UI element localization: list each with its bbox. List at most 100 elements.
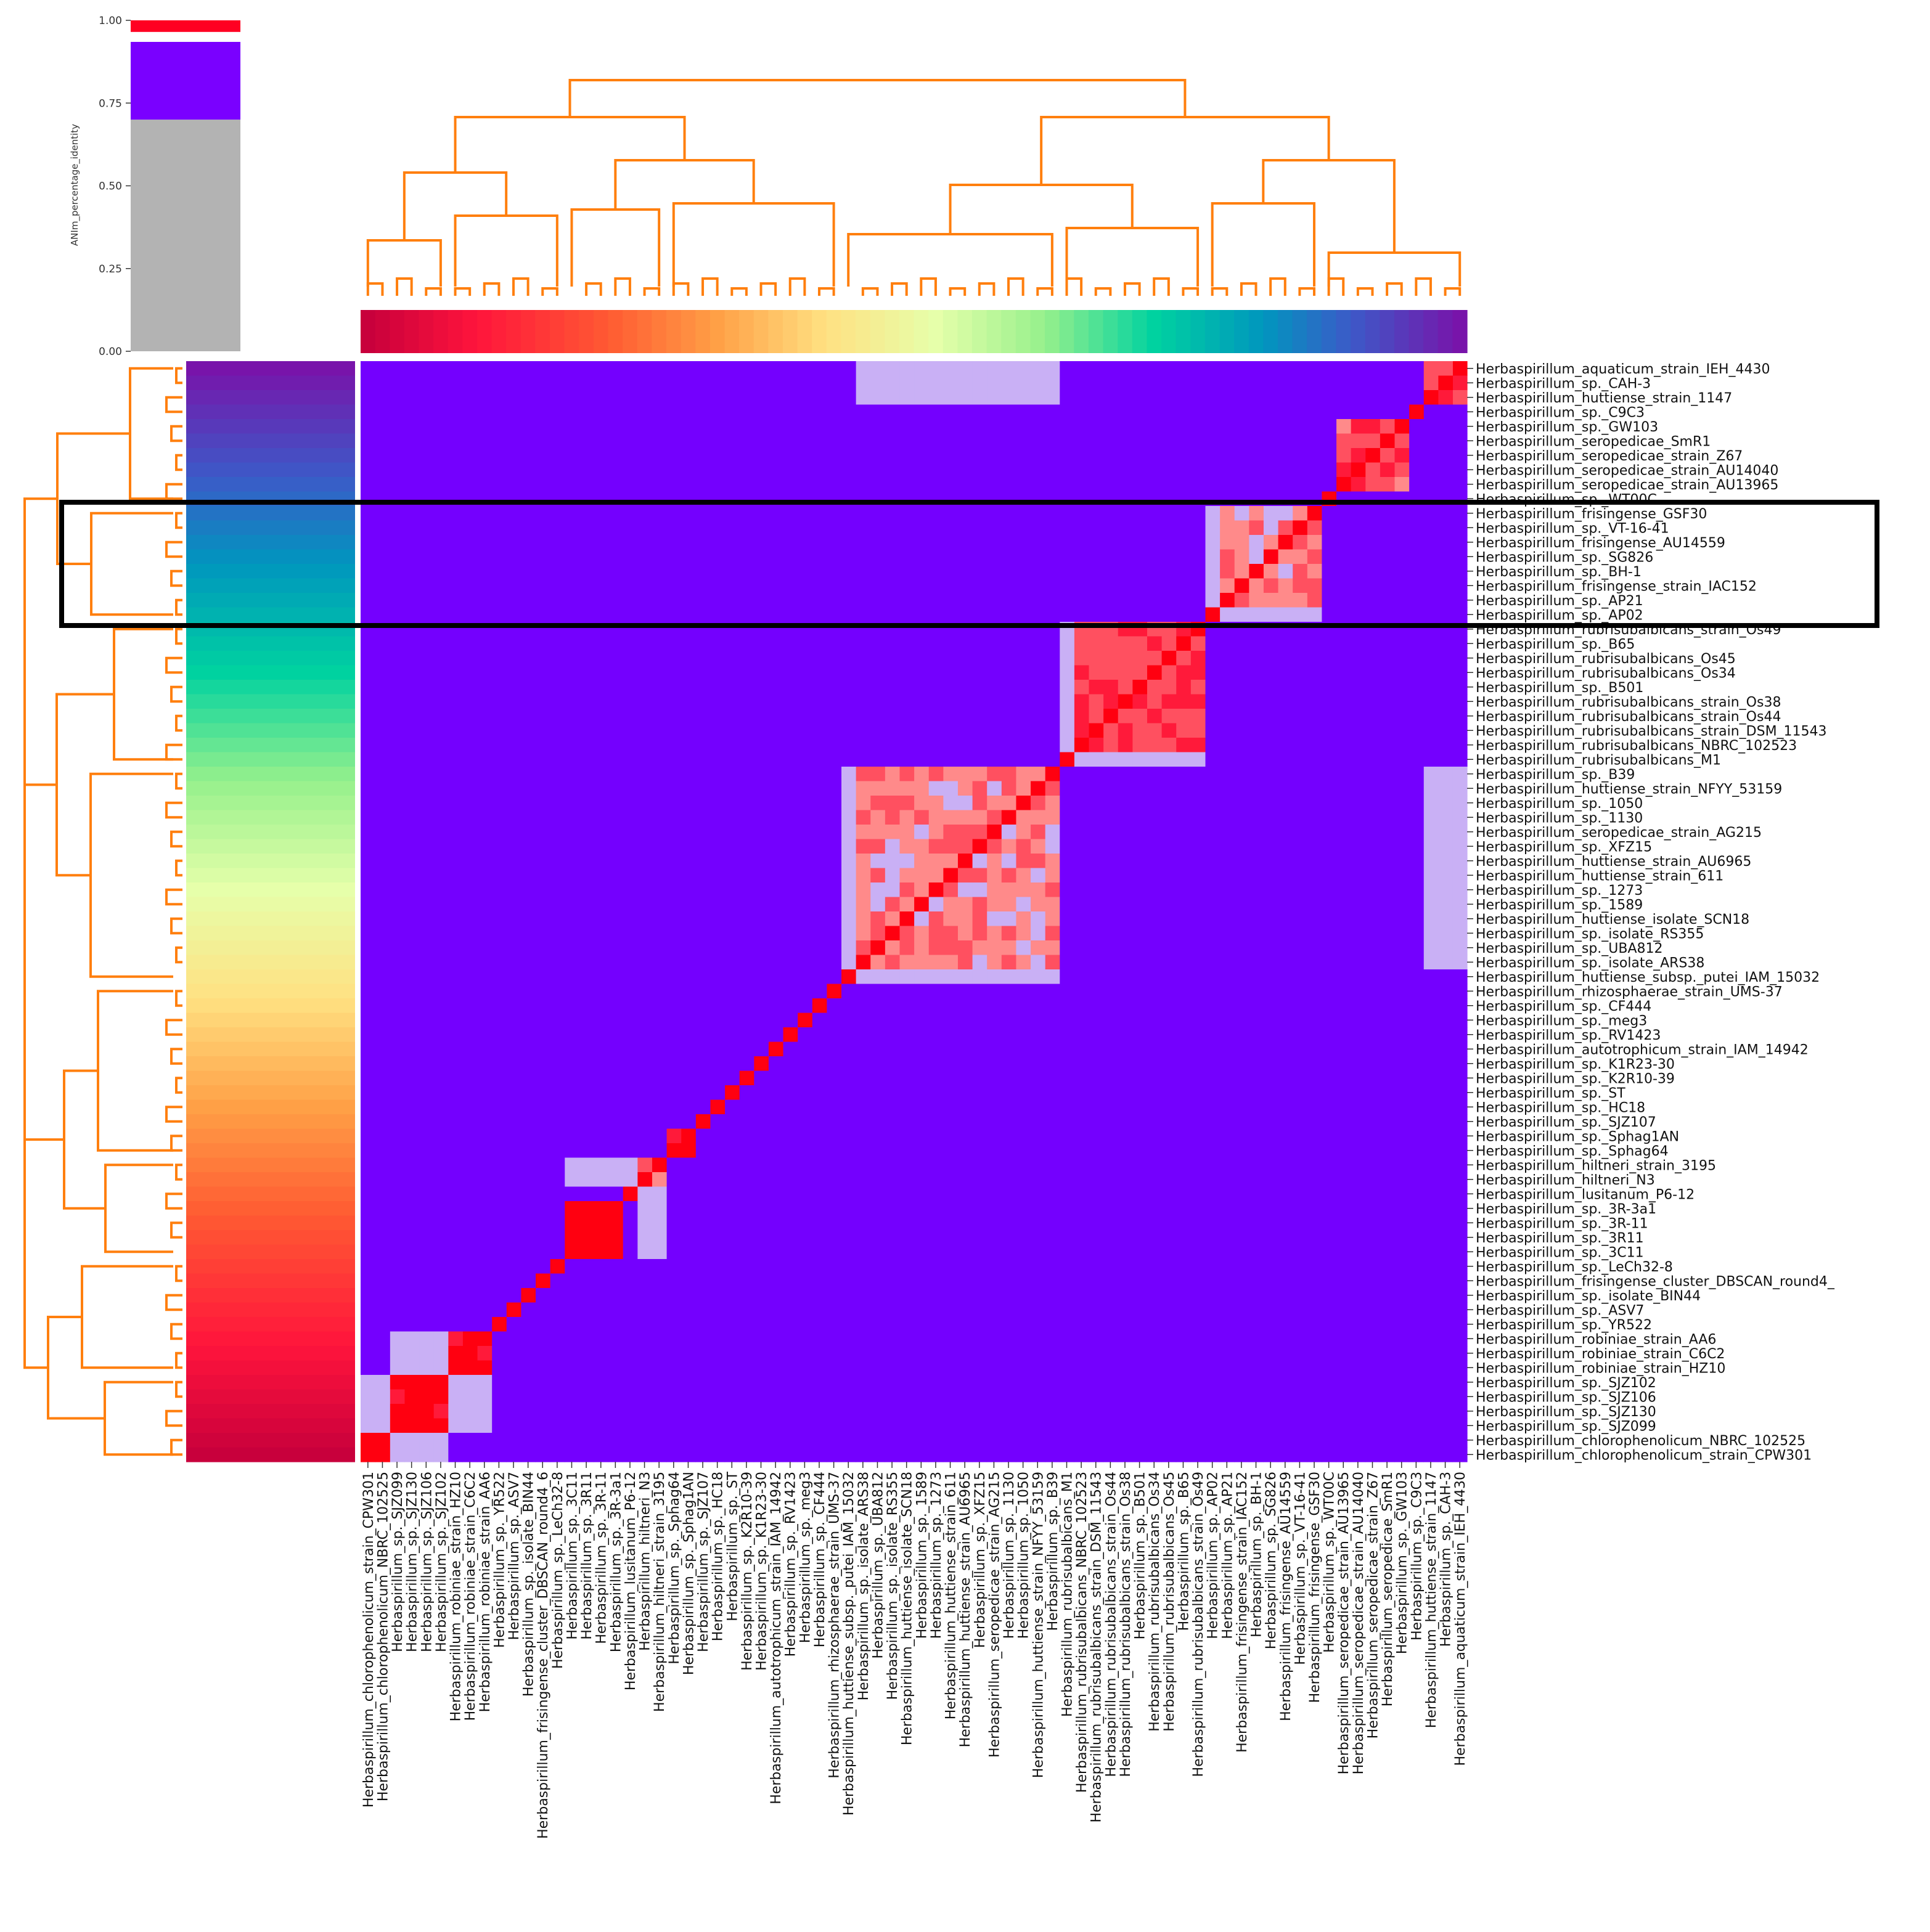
heatmap-cell — [1365, 984, 1380, 999]
heatmap-cell — [608, 825, 623, 840]
heatmap-cell — [957, 694, 973, 709]
heatmap-cell — [1030, 1186, 1045, 1202]
heatmap-cell — [1088, 1070, 1104, 1086]
heatmap-cell — [361, 969, 376, 985]
heatmap-cell — [593, 882, 609, 898]
heatmap-cell — [462, 1157, 478, 1173]
heatmap-cell — [1365, 854, 1380, 869]
heatmap-cell — [1277, 1041, 1293, 1057]
heatmap-cell — [1059, 955, 1074, 970]
heatmap-cell — [462, 781, 478, 796]
heatmap-cell — [971, 1041, 987, 1057]
heatmap-cell — [433, 593, 449, 608]
heatmap-cell — [1118, 1056, 1133, 1072]
heatmap-cell — [1277, 578, 1293, 593]
heatmap-cell — [375, 796, 390, 811]
heatmap-cell — [419, 1143, 434, 1159]
heatmap-cell — [1277, 1244, 1293, 1260]
heatmap-cell — [1234, 940, 1249, 956]
heatmap-cell — [1365, 1157, 1380, 1173]
heatmap-cell — [462, 433, 478, 449]
heatmap-cell — [709, 882, 726, 898]
heatmap-cell — [637, 1230, 652, 1245]
heatmap-cell — [652, 781, 667, 796]
heatmap-cell — [1161, 1085, 1177, 1101]
heatmap-cell — [724, 1186, 740, 1202]
left-strip-cell — [186, 752, 355, 767]
heatmap-cell — [1409, 1041, 1424, 1057]
heatmap-cell — [841, 506, 856, 521]
heatmap-cell — [1045, 564, 1060, 579]
heatmap-cell — [1147, 448, 1162, 463]
top-strip-cell — [404, 310, 420, 353]
heatmap-cell — [520, 998, 536, 1014]
heatmap-cell — [797, 607, 812, 622]
heatmap-cell — [652, 1186, 667, 1202]
heatmap-cell — [709, 651, 726, 666]
heatmap-cell — [1307, 1172, 1322, 1188]
heatmap-cell — [608, 752, 623, 767]
heatmap-cell — [1307, 549, 1322, 565]
heatmap-cell — [914, 680, 929, 695]
heatmap-cell — [1176, 1099, 1191, 1115]
heatmap-cell — [1437, 839, 1453, 854]
heatmap-cell — [1307, 375, 1322, 391]
heatmap-cell — [652, 361, 667, 377]
heatmap-cell — [899, 825, 915, 840]
heatmap-cell — [709, 1128, 726, 1144]
heatmap-cell — [768, 1085, 783, 1101]
heatmap-cell — [637, 940, 652, 956]
heatmap-cell — [1277, 607, 1293, 622]
heatmap-cell — [1190, 375, 1206, 391]
heatmap-cell — [753, 940, 769, 956]
heatmap-cell — [404, 1027, 420, 1043]
heatmap-cell — [928, 636, 944, 651]
heatmap-cell — [550, 1230, 565, 1245]
heatmap-cell — [448, 897, 463, 912]
heatmap-cell — [1045, 1041, 1060, 1057]
heatmap-cell — [1437, 911, 1453, 927]
heatmap-cell — [841, 375, 856, 391]
heatmap-cell — [1380, 535, 1395, 550]
heatmap-cell — [623, 607, 638, 622]
heatmap-cell — [1147, 1070, 1162, 1086]
heatmap-cell — [870, 390, 885, 406]
heatmap-cell — [1248, 1128, 1264, 1144]
heatmap-cell — [739, 1230, 754, 1245]
colorbar: 0.000.250.500.751.00ANIm_percentage_iden… — [69, 15, 240, 358]
heatmap-cell — [1015, 1186, 1031, 1202]
heatmap-cell — [390, 1085, 405, 1101]
dendrogram-link — [175, 454, 182, 471]
heatmap-cell — [1103, 651, 1118, 666]
heatmap-cell — [1423, 1128, 1439, 1144]
heatmap-cell — [1118, 854, 1133, 869]
heatmap-cell — [462, 984, 478, 999]
heatmap-cell — [1452, 578, 1468, 593]
heatmap-cell — [1380, 636, 1395, 651]
heatmap-cell — [739, 839, 754, 854]
heatmap-cell — [520, 854, 536, 869]
heatmap-cell — [608, 1041, 623, 1057]
heatmap-cell — [623, 506, 638, 521]
heatmap-cell — [1394, 607, 1410, 622]
heatmap-cell — [1001, 1128, 1016, 1144]
heatmap-cell — [1118, 1143, 1133, 1159]
heatmap-cell — [856, 998, 871, 1014]
heatmap-cell — [637, 564, 652, 579]
dendrogram-link — [175, 772, 182, 790]
heatmap-cell — [870, 578, 885, 593]
heatmap-cell — [666, 1172, 682, 1188]
heatmap-cell — [695, 506, 711, 521]
heatmap-cell — [1161, 477, 1177, 492]
heatmap-cell — [476, 694, 493, 709]
heatmap-cell — [1176, 651, 1191, 666]
heatmap-cell — [914, 738, 929, 753]
heatmap-cell — [1234, 825, 1249, 840]
heatmap-cell — [753, 926, 769, 941]
heatmap-cell — [1176, 1244, 1191, 1260]
heatmap-cell — [1190, 1186, 1206, 1202]
heatmap-cell — [1059, 1230, 1074, 1245]
heatmap-cell — [361, 1215, 376, 1231]
heatmap-cell — [1161, 1114, 1177, 1130]
heatmap-cell — [1219, 738, 1235, 753]
